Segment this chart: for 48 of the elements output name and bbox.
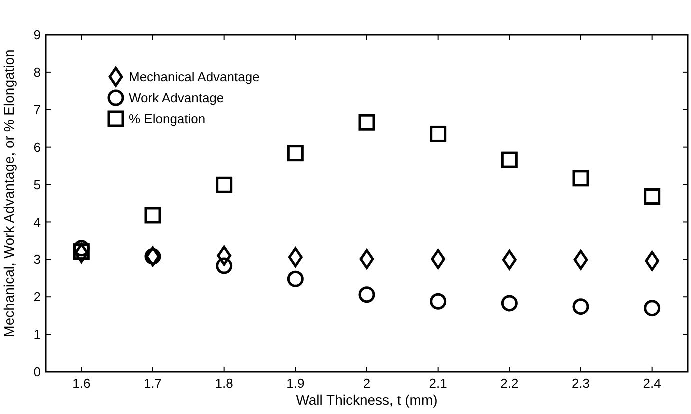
point	[144, 207, 162, 224]
point	[74, 243, 89, 264]
x-tick-label: 2.4	[643, 376, 662, 391]
point	[358, 114, 376, 131]
point	[502, 250, 517, 270]
y-tick-label: 5	[34, 177, 41, 192]
point	[287, 270, 304, 288]
x-tick-label: 2.3	[572, 376, 590, 391]
legend-label: Mechanical Advantage	[129, 70, 260, 85]
point	[358, 286, 376, 304]
legend-label: % Elongation	[129, 112, 206, 127]
point	[288, 247, 303, 268]
x-tick-label: 1.9	[286, 376, 305, 391]
point	[73, 244, 90, 260]
point	[217, 246, 232, 266]
point	[644, 300, 661, 317]
x-tick-label: 2.2	[500, 376, 519, 391]
point	[501, 152, 518, 168]
point	[644, 188, 661, 206]
y-tick-label: 7	[34, 102, 41, 118]
x-tick-label: 2	[363, 376, 371, 391]
point	[216, 176, 233, 194]
point	[216, 258, 233, 274]
y-tick-label: 3	[34, 252, 41, 268]
y-axis-title: Mechanical, Work Advantage, or % Elongation	[1, 50, 17, 338]
point	[572, 170, 590, 187]
y-tick-label: 2	[34, 290, 41, 305]
point	[287, 145, 304, 162]
x-tick-label: 1.7	[144, 376, 162, 391]
point	[431, 249, 446, 270]
point	[360, 249, 374, 270]
y-tick-label: 4	[34, 214, 41, 230]
x-tick-label: 1.8	[215, 376, 234, 391]
x-tick-label: 1.6	[72, 376, 91, 391]
point	[645, 251, 660, 272]
y-tick-label: 8	[34, 64, 41, 80]
point	[574, 250, 588, 270]
point	[430, 126, 447, 142]
legend-label: Work Advantage	[129, 90, 224, 106]
y-tick-label: 6	[34, 140, 41, 155]
point	[572, 298, 590, 316]
x-tick-label: 2.1	[429, 376, 448, 391]
point	[430, 293, 447, 310]
x-axis-title: Wall Thickness, t (mm)	[296, 392, 438, 408]
y-tick-label: 9	[34, 28, 41, 43]
y-tick-label: 0	[34, 364, 41, 380]
y-tick-label: 1	[34, 327, 41, 342]
point	[501, 295, 518, 312]
